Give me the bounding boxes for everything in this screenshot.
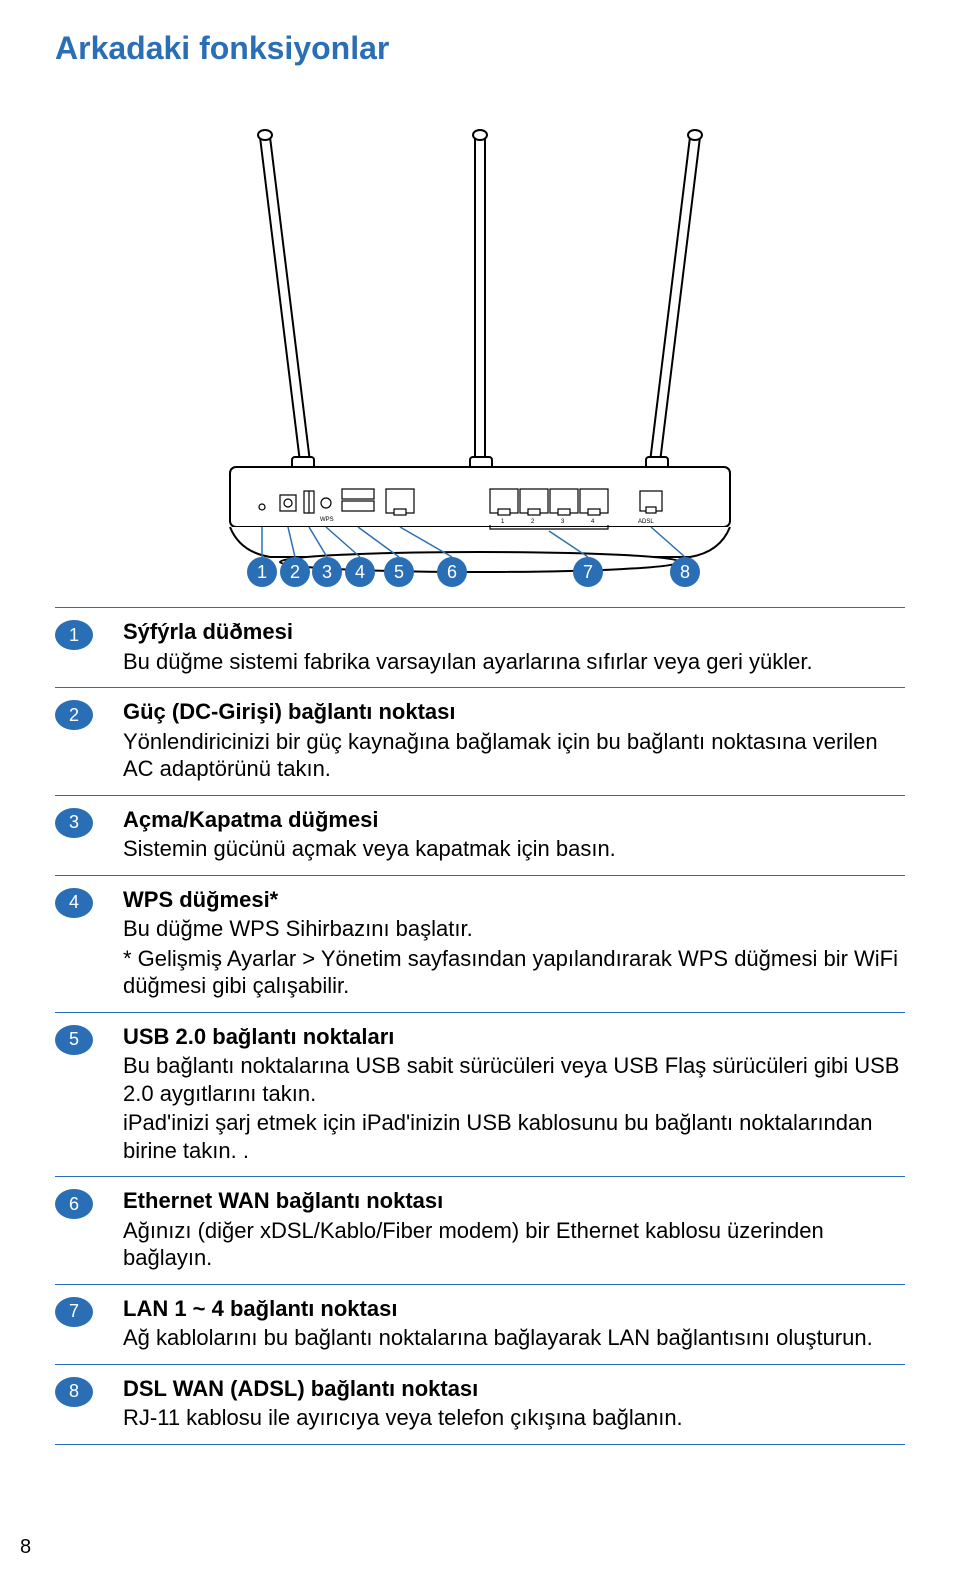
feature-desc: Bu düğme WPS Sihirbazını başlatır. <box>123 915 905 943</box>
feature-row-4: 4 WPS düğmesi*Bu düğme WPS Sihirbazını ba… <box>55 876 905 1013</box>
feature-bullet: 2 <box>55 700 93 730</box>
feature-desc: Bu düğme sistemi fabrika varsayılan ayar… <box>123 648 905 676</box>
port-label-wps: WPS <box>320 517 334 523</box>
feature-desc-extra: iPad'inizi şarj etmek için iPad'inizin U… <box>123 1109 905 1164</box>
feature-title: Güç (DC-Girişi) bağlantı noktası <box>123 698 905 726</box>
feature-desc-extra: * Gelişmiş Ayarlar > Yönetim sayfasından… <box>123 945 905 1000</box>
feature-bullet: 4 <box>55 888 93 918</box>
router-svg: WPS 1 2 3 4 ADSL <box>170 107 790 587</box>
feature-bullet: 8 <box>55 1377 93 1407</box>
feature-row-6: 6 Ethernet WAN bağlantı noktasıAğınızı (d… <box>55 1177 905 1285</box>
feature-title: DSL WAN (ADSL) bağlantı noktası <box>123 1375 905 1403</box>
feature-desc: Bu bağlantı noktalarına USB sabit sürücü… <box>123 1052 905 1107</box>
feature-row-8: 8 DSL WAN (ADSL) bağlantı noktasıRJ-11 ka… <box>55 1365 905 1445</box>
feature-row-3: 3 Açma/Kapatma düğmesiSistemin gücünü açm… <box>55 796 905 876</box>
feature-row-5: 5 USB 2.0 bağlantı noktalarıBu bağlantı n… <box>55 1013 905 1178</box>
page-title: Arkadaki fonksiyonlar <box>55 30 905 67</box>
feature-bullet: 1 <box>55 620 93 650</box>
diagram-callout-1: 1 <box>247 557 277 587</box>
feature-desc: Yönlendiricinizi bir güç kaynağına bağla… <box>123 728 905 783</box>
feature-title: Ethernet WAN bağlantı noktası <box>123 1187 905 1215</box>
feature-bullet: 7 <box>55 1297 93 1327</box>
feature-bullet: 5 <box>55 1025 93 1055</box>
feature-desc: Ağ kablolarını bu bağlantı noktalarına b… <box>123 1324 905 1352</box>
feature-row-7: 7 LAN 1 ~ 4 bağlantı noktasıAğ kabloların… <box>55 1285 905 1365</box>
diagram-callout-2: 2 <box>280 557 310 587</box>
feature-bullet: 3 <box>55 808 93 838</box>
diagram-callout-7: 7 <box>573 557 603 587</box>
diagram-callout-6: 6 <box>437 557 467 587</box>
feature-title: Sýfýrla düðmesi <box>123 618 905 646</box>
feature-desc: Sistemin gücünü açmak veya kapatmak için… <box>123 835 905 863</box>
feature-desc: RJ-11 kablosu ile ayırıcıya veya telefon… <box>123 1404 905 1432</box>
feature-row-2: 2 Güç (DC-Girişi) bağlantı noktasıYönlend… <box>55 688 905 796</box>
router-diagram: WPS 1 2 3 4 ADSL <box>55 87 905 587</box>
feature-title: USB 2.0 bağlantı noktaları <box>123 1023 905 1051</box>
diagram-callout-3: 3 <box>312 557 342 587</box>
diagram-callout-5: 5 <box>384 557 414 587</box>
feature-title: WPS düğmesi* <box>123 886 905 914</box>
feature-title: Açma/Kapatma düğmesi <box>123 806 905 834</box>
feature-title: LAN 1 ~ 4 bağlantı noktası <box>123 1295 905 1323</box>
page-number: 8 <box>20 1536 31 1559</box>
feature-row-1: 1 Sýfýrla düðmesiBu düğme sistemi fabrika… <box>55 607 905 688</box>
diagram-callout-8: 8 <box>670 557 700 587</box>
feature-desc: Ağınızı (diğer xDSL/Kablo/Fiber modem) b… <box>123 1217 905 1272</box>
feature-list: 1 Sýfýrla düðmesiBu düğme sistemi fabrika… <box>55 607 905 1445</box>
port-label-adsl: ADSL <box>638 519 654 525</box>
diagram-callout-4: 4 <box>345 557 375 587</box>
feature-bullet: 6 <box>55 1189 93 1219</box>
